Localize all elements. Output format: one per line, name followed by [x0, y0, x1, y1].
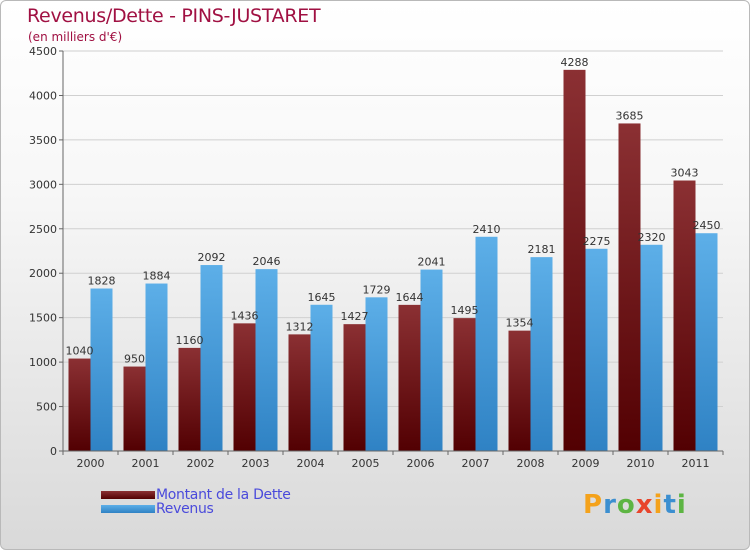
y-tick-label: 4000: [29, 89, 57, 102]
bar-revenus-2008: [530, 257, 553, 451]
bar-revenus-2003: [255, 269, 278, 451]
x-tick-label-2005: 2005: [352, 457, 380, 470]
label-revenus-2005: 1729: [363, 283, 391, 296]
bar-dette-2006: [398, 304, 421, 451]
label-dette-2002: 1160: [176, 334, 204, 347]
x-tick-label-2007: 2007: [462, 457, 490, 470]
bar-revenus-2010: [640, 244, 663, 451]
y-tick-label: 2500: [29, 223, 57, 236]
logo-letter: t: [663, 490, 677, 520]
logo-letter: i: [653, 490, 664, 520]
label-dette-2010: 3685: [616, 109, 644, 122]
logo-letter: r: [603, 490, 617, 520]
label-dette-2003: 1436: [231, 309, 259, 322]
x-tick-label-2008: 2008: [517, 457, 545, 470]
legend-dette-swatch: [101, 491, 155, 499]
x-tick-label-2000: 2000: [77, 457, 105, 470]
x-tick-label-2006: 2006: [407, 457, 435, 470]
label-dette-2000: 1040: [66, 345, 94, 358]
x-tick-label-2004: 2004: [297, 457, 325, 470]
label-dette-2001: 950: [124, 353, 145, 366]
bar-revenus-2000: [90, 288, 113, 451]
y-tick-label: 0: [50, 445, 57, 458]
bars: [68, 69, 718, 451]
x-tick-label-2009: 2009: [572, 457, 600, 470]
y-tick-label: 1500: [29, 312, 57, 325]
bar-dette-2002: [178, 347, 201, 451]
legend-revenus-label: Revenus: [156, 501, 214, 517]
legend-dette-label: Montant de la Dette: [156, 487, 291, 503]
label-revenus-2010: 2320: [638, 231, 666, 244]
y-tick-label: 3500: [29, 134, 57, 147]
x-tick-label-2011: 2011: [682, 457, 710, 470]
bar-revenus-2011: [695, 233, 718, 451]
bar-dette-2010: [618, 123, 641, 451]
bar-dette-2004: [288, 334, 311, 451]
label-revenus-2003: 2046: [253, 255, 281, 268]
label-revenus-2001: 1884: [143, 270, 171, 283]
label-revenus-2008: 2181: [528, 243, 556, 256]
chart-title: Revenus/Dette - PINS-JUSTARET: [27, 5, 321, 27]
bar-dette-2008: [508, 330, 531, 451]
label-revenus-2002: 2092: [198, 251, 226, 264]
y-tick-label: 4500: [29, 45, 57, 58]
bar-revenus-2005: [365, 297, 388, 451]
x-tick-label-2003: 2003: [242, 457, 270, 470]
label-dette-2009: 4288: [561, 56, 589, 69]
bar-revenus-2004: [310, 304, 333, 451]
logo-letter: o: [616, 490, 636, 520]
x-tick-label-2001: 2001: [132, 457, 160, 470]
bar-revenus-2007: [475, 236, 498, 451]
y-tick-label: 3000: [29, 178, 57, 191]
label-revenus-2006: 2041: [418, 256, 446, 269]
label-dette-2007: 1495: [451, 304, 479, 317]
bar-dette-2001: [123, 366, 146, 451]
label-dette-2005: 1427: [341, 310, 369, 323]
bar-dette-2011: [673, 180, 696, 451]
label-revenus-2009: 2275: [583, 235, 611, 248]
bar-dette-2005: [343, 324, 366, 451]
labels: 1040 1828 950 1884 1160 2092 1436 2046 1312 1645 1…: [66, 56, 721, 366]
label-dette-2008: 1354: [506, 317, 534, 330]
legend-revenus-swatch: [101, 505, 155, 513]
bar-revenus-2001: [145, 283, 168, 451]
label-dette-2004: 1312: [286, 320, 314, 333]
logo-letter: x: [635, 490, 654, 520]
x-tick-label-2002: 2002: [187, 457, 215, 470]
bar-dette-2009: [563, 69, 586, 451]
chart-subtitle: (en milliers d'€): [28, 30, 123, 44]
y-tick-label: 1000: [29, 356, 57, 369]
label-revenus-2011: 2450: [693, 219, 721, 232]
proxiti-logo[interactable]: Proxiti: [583, 490, 687, 520]
label-dette-2011: 3043: [671, 167, 699, 180]
bar-revenus-2009: [585, 248, 608, 451]
bar-dette-2007: [453, 318, 476, 451]
label-dette-2006: 1644: [396, 291, 424, 304]
grid-lines: [63, 50, 723, 408]
bar-dette-2003: [233, 323, 256, 451]
logo-letter: i: [676, 490, 687, 520]
label-revenus-2004: 1645: [308, 291, 336, 304]
bar-revenus-2002: [200, 265, 223, 451]
x-tick-label-2010: 2010: [627, 457, 655, 470]
y-tick-label: 500: [36, 401, 57, 414]
axes: 0 500 1000 1500 2000 2500 3000 3500 4000 4500 2000…: [29, 45, 724, 470]
logo-letter: P: [583, 490, 604, 520]
bar-dette-2000: [68, 358, 91, 451]
y-tick-label: 2000: [29, 267, 57, 280]
bar-revenus-2006: [420, 269, 443, 451]
label-revenus-2000: 1828: [88, 275, 116, 288]
label-revenus-2007: 2410: [473, 223, 501, 236]
